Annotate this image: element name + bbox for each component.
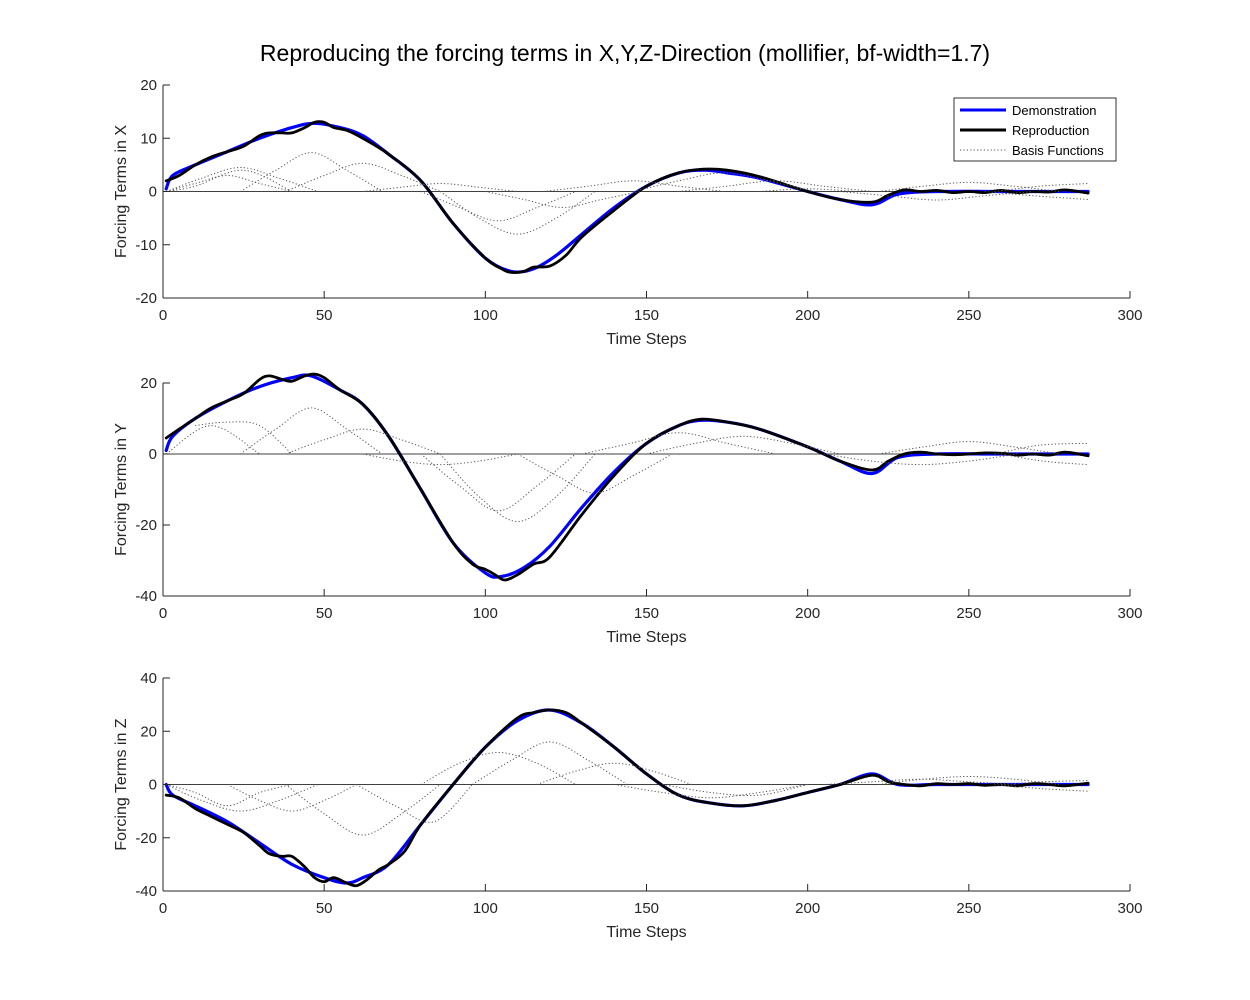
subplot-1: 0 50 100 150 200 250 300 -20 -10 0 10 20 Time Steps F…: [113, 77, 1143, 348]
basis-function-curve-5: [362, 453, 518, 466]
y-tick-label: -20: [135, 830, 157, 847]
basis-function-curve-10: [646, 435, 841, 455]
basis-function-curve-3: [166, 169, 293, 192]
demonstration-line: [164, 708, 1090, 885]
basis-function-curve-9: [581, 432, 776, 455]
basis-function-curve-6: [420, 751, 576, 785]
basis-function-curve-5: [285, 162, 441, 192]
reproduction-line: [164, 372, 1090, 582]
y-axis-label: Forcing Terms in Y: [113, 423, 130, 556]
y-tick-label: 40: [140, 670, 157, 687]
basis-function-curve-2: [165, 784, 318, 812]
basis-function-curve-3: [240, 407, 383, 455]
basis-function-curve-7: [472, 741, 628, 785]
basis-function-curve-13: [994, 442, 1089, 455]
basis-function-curve-5: [356, 784, 473, 823]
x-tick-label: 200: [795, 605, 820, 622]
y-tick-label: -10: [135, 237, 157, 254]
x-axis-label: Time Steps: [606, 924, 686, 941]
y-tick-label: -20: [135, 290, 157, 307]
y-tick-label: 0: [149, 777, 157, 794]
basis-function-curve-7: [439, 453, 596, 523]
x-tick-label: 200: [795, 900, 820, 917]
basis-functions-series: [165, 741, 1089, 836]
basis-function-curve-3: [227, 784, 357, 812]
y-tick-label: 20: [140, 77, 157, 94]
basis-functions-series: [165, 407, 1089, 523]
basis-function-curve-9: [485, 191, 641, 209]
subplot-3: 0 50 100 150 200 250 300 -40 -20 0 20 40 Time Steps F…: [113, 670, 1143, 941]
x-tick-label: 100: [473, 900, 498, 917]
reproduction-line: [164, 120, 1090, 274]
legend-label: Demonstration: [1012, 103, 1097, 118]
y-axis-label: Forcing Terms in Z: [113, 718, 130, 850]
basis-function-curve-8: [439, 191, 596, 235]
basis-functions-series: [166, 152, 1089, 235]
figure-title: Reproducing the forcing terms in X,Y,Z-D…: [260, 40, 990, 66]
basis-function-curve-10: [543, 180, 724, 192]
basis-function-curve-12: [878, 775, 1060, 785]
basis-function-curve-4: [285, 784, 441, 836]
basis-function-curve-14: [1001, 780, 1089, 785]
basis-function-curve-4: [240, 152, 383, 192]
y-tick-label: -40: [135, 588, 157, 605]
basis-function-curve-10: [662, 784, 808, 797]
x-tick-label: 150: [634, 605, 659, 622]
x-tick-label: 300: [1117, 307, 1142, 324]
x-tick-label: 250: [956, 605, 981, 622]
x-tick-label: 0: [159, 900, 167, 917]
basis-function-curve-6: [420, 453, 576, 512]
y-axis-label: Forcing Terms in X: [113, 125, 130, 258]
basis-function-curve-11: [823, 778, 1018, 785]
legend-label: Basis Functions: [1012, 143, 1104, 158]
legend: Demonstration Reproduction Basis Functions: [953, 97, 1117, 162]
basis-function-curve-2: [166, 166, 318, 192]
x-tick-label: 50: [316, 605, 333, 622]
x-tick-label: 50: [316, 900, 333, 917]
basis-function-curve-6: [362, 182, 518, 192]
x-tick-label: 50: [316, 307, 333, 324]
x-tick-label: 150: [634, 307, 659, 324]
x-axis-label: Time Steps: [606, 331, 686, 348]
x-tick-label: 0: [159, 307, 167, 324]
basis-function-curve-8: [536, 762, 692, 785]
x-tick-label: 250: [956, 900, 981, 917]
basis-function-curve-1: [166, 174, 293, 192]
y-tick-label: -40: [135, 883, 157, 900]
demonstration-line: [164, 121, 1090, 274]
x-tick-label: 100: [473, 307, 498, 324]
basis-function-curve-9: [614, 784, 808, 799]
basis-function-curve-2: [195, 421, 293, 455]
basis-function-curve-12: [878, 441, 1060, 455]
x-tick-label: 250: [956, 307, 981, 324]
x-tick-label: 300: [1117, 900, 1142, 917]
x-tick-label: 0: [159, 605, 167, 622]
x-axis-label: Time Steps: [606, 629, 686, 646]
legend-label: Reproduction: [1012, 123, 1089, 138]
basis-function-curve-4: [285, 428, 441, 455]
y-tick-label: 10: [140, 130, 157, 147]
x-tick-label: 150: [634, 900, 659, 917]
demonstration-line: [164, 373, 1090, 579]
basis-function-curve-1: [166, 784, 293, 807]
x-tick-label: 300: [1117, 605, 1142, 622]
y-tick-label: 20: [140, 723, 157, 740]
basis-function-curve-8: [517, 453, 673, 494]
y-tick-label: 0: [149, 446, 157, 463]
y-tick-label: -20: [135, 517, 157, 534]
x-tick-label: 200: [795, 307, 820, 324]
basis-function-curve-11: [633, 172, 815, 192]
x-tick-label: 100: [473, 605, 498, 622]
y-tick-label: 0: [149, 184, 157, 201]
y-tick-label: 20: [140, 375, 157, 392]
reproduction-line: [164, 708, 1090, 888]
basis-function-curve-16: [984, 191, 1089, 200]
subplot-2: 0 50 100 150 200 250 300 -40 -20 0 20 Time Steps For…: [113, 372, 1143, 646]
basis-function-curve-13: [994, 784, 1089, 792]
basis-function-curve-13: [759, 188, 857, 192]
